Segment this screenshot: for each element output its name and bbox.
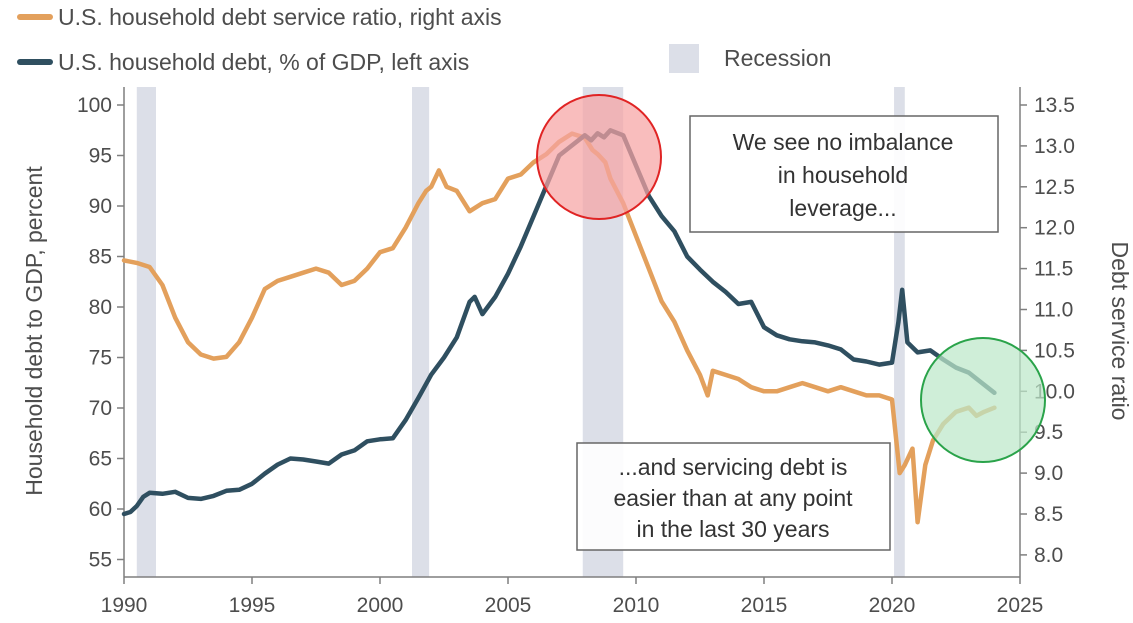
x-tick-label: 2020 <box>869 594 916 617</box>
legend-label: U.S. household debt service ratio, right… <box>58 4 502 30</box>
x-tick-label: 2025 <box>997 594 1044 617</box>
left-tick-label: 85 <box>89 246 112 269</box>
x-tick-label: 2000 <box>357 594 404 617</box>
left-tick-label: 70 <box>89 397 112 420</box>
annotation-box <box>576 442 891 551</box>
annotation-text-line: ...and servicing debt is <box>619 454 848 480</box>
annotations: We see no imbalance in household leverage.… <box>576 115 999 551</box>
annotation-text-line: leverage... <box>789 195 896 221</box>
legend-label: Recession <box>724 45 831 71</box>
right-tick-label: 10.5 <box>1034 339 1075 362</box>
left-axis-title: Household debt to GDP, percent <box>21 166 47 496</box>
right-tick-label: 11.0 <box>1034 299 1073 322</box>
x-tick-label: 1995 <box>229 594 276 617</box>
legend: U.S. household debt service ratio, right… <box>17 4 831 75</box>
right-tick-label: 9.0 <box>1034 462 1063 485</box>
x-tick-label: 2010 <box>613 594 660 617</box>
recession-band <box>136 87 156 577</box>
left-tick-label: 55 <box>89 549 112 572</box>
x-tick-label: 1990 <box>101 594 148 617</box>
right-tick-label: 12.5 <box>1034 176 1075 199</box>
x-tick-label: 2015 <box>741 594 788 617</box>
right-tick-label: 8.0 <box>1034 544 1063 567</box>
left-tick-label: 75 <box>89 347 112 370</box>
left-tick-label: 100 <box>77 94 112 117</box>
legend-label: U.S. household debt, % of GDP, left axis <box>58 49 469 75</box>
x-tick-label: 2005 <box>485 594 532 617</box>
right-tick-label: 13.0 <box>1034 135 1075 158</box>
legend-swatch <box>669 44 699 73</box>
left-tick-label: 65 <box>89 448 112 471</box>
recession-band <box>894 87 905 577</box>
right-tick-label: 11.5 <box>1034 258 1073 281</box>
axes: 1990 1995 2000 2005 2010 2015 2020 2025 55 60 65 70… <box>21 87 1133 617</box>
right-tick-label: 8.5 <box>1034 503 1063 526</box>
left-tick-label: 90 <box>89 195 112 218</box>
highlight-circle <box>920 337 1046 463</box>
left-tick-label: 60 <box>89 498 112 521</box>
annotation-text-line: easier than at any point <box>613 485 853 511</box>
annotation-text-line: We see no imbalance <box>733 129 954 155</box>
right-tick-label: 12.0 <box>1034 217 1075 240</box>
right-tick-label: 9.5 <box>1034 421 1063 444</box>
left-tick-label: 80 <box>89 296 112 319</box>
right-axis-title: Debt service ratio <box>1107 242 1133 421</box>
highlight-circles <box>536 94 1046 463</box>
highlight-circle <box>536 94 662 220</box>
right-tick-label: 13.5 <box>1034 94 1075 117</box>
annotation-text-line: in household <box>778 162 908 188</box>
recession-band <box>412 87 430 577</box>
left-tick-label: 95 <box>89 145 112 168</box>
annotation-box <box>689 115 999 233</box>
annotation-text-line: in the last 30 years <box>636 516 829 542</box>
